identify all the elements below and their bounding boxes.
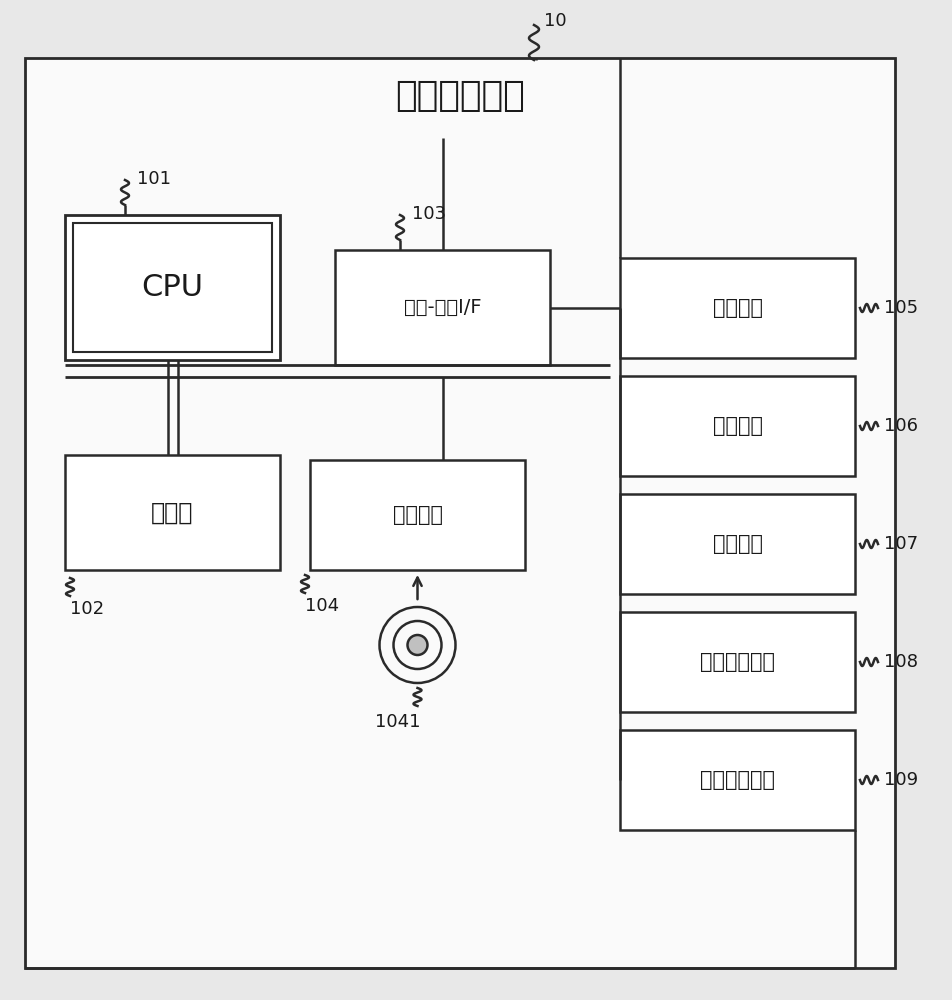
Text: 101: 101	[137, 170, 171, 188]
Bar	[620, 494, 855, 594]
Bar	[620, 376, 855, 476]
Text: 通信单元: 通信单元	[392, 505, 443, 525]
Bar	[620, 730, 855, 830]
Bar	[310, 460, 525, 570]
Text: 104: 104	[305, 597, 339, 615]
Circle shape	[407, 635, 427, 655]
Text: 102: 102	[70, 600, 104, 618]
Text: 语音输出单元: 语音输出单元	[700, 770, 775, 790]
Text: 108: 108	[884, 653, 918, 671]
Text: 输入-输出I/F: 输入-输出I/F	[404, 298, 482, 317]
Bar	[65, 455, 280, 570]
Text: 107: 107	[884, 535, 918, 553]
Bar	[620, 258, 855, 358]
Text: 103: 103	[412, 205, 446, 223]
Text: 显示单元: 显示单元	[712, 298, 763, 318]
Text: 成像单元: 成像单元	[712, 534, 763, 554]
Text: 10: 10	[544, 12, 566, 30]
Text: 存储器: 存储器	[151, 500, 193, 524]
Text: 输入单元: 输入单元	[712, 416, 763, 436]
Text: 109: 109	[884, 771, 918, 789]
Text: 声音收集单元: 声音收集单元	[700, 652, 775, 672]
Bar	[65, 215, 280, 360]
Bar	[620, 612, 855, 712]
Text: 1041: 1041	[375, 713, 420, 731]
Bar	[335, 250, 550, 365]
Text: 105: 105	[884, 299, 918, 317]
Text: CPU: CPU	[142, 273, 204, 302]
Bar	[73, 223, 272, 352]
Text: 信息处理装置: 信息处理装置	[395, 79, 525, 113]
Text: 106: 106	[884, 417, 918, 435]
